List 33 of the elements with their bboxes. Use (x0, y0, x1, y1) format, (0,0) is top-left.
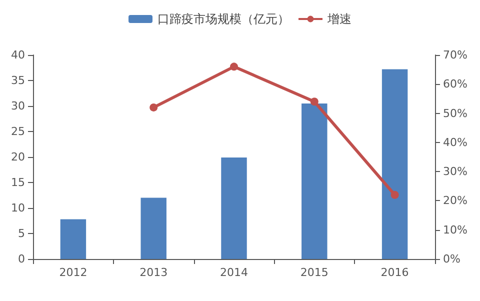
x-tick-label: 2016 (380, 266, 409, 279)
y2-tick-label: 40% (443, 136, 468, 149)
y-tick-label: 10 (11, 202, 25, 214)
point (150, 103, 158, 112)
legend-label: 增速 (326, 12, 352, 26)
bar (60, 219, 86, 259)
x-tick-label: 2015 (300, 266, 328, 279)
y-tick-label: 30 (11, 100, 25, 112)
y2-tick-label: 70% (443, 48, 468, 62)
y-tick-label: 35 (11, 74, 25, 87)
y2-tick-label: 60% (443, 78, 468, 91)
y-tick-label: 5 (18, 227, 25, 240)
point (390, 190, 399, 199)
y-tick-label: 0 (18, 252, 25, 266)
bar (302, 103, 328, 259)
x-tick-label: 2012 (59, 266, 88, 279)
y2-tick-label: 10% (443, 223, 468, 236)
y-tick-label: 40 (11, 48, 25, 62)
y-tick-label: 15 (11, 176, 25, 189)
y2-tick-label: 50% (443, 106, 468, 120)
x-tick-label: 2014 (220, 266, 248, 279)
point (310, 98, 318, 106)
legend-label: 口蹄疫市场规模（亿元） (158, 12, 290, 26)
x-tick-label: 2013 (140, 266, 168, 279)
y-tick-label: 20 (11, 150, 25, 164)
y2-tick-label: 30% (443, 165, 468, 178)
y2-tick-label: 0% (443, 252, 460, 266)
y-tick-label: 25 (11, 125, 25, 138)
point (230, 62, 238, 71)
bar (382, 69, 408, 259)
y2-tick-label: 20% (443, 194, 468, 208)
bar (221, 158, 247, 259)
bar (140, 198, 166, 259)
